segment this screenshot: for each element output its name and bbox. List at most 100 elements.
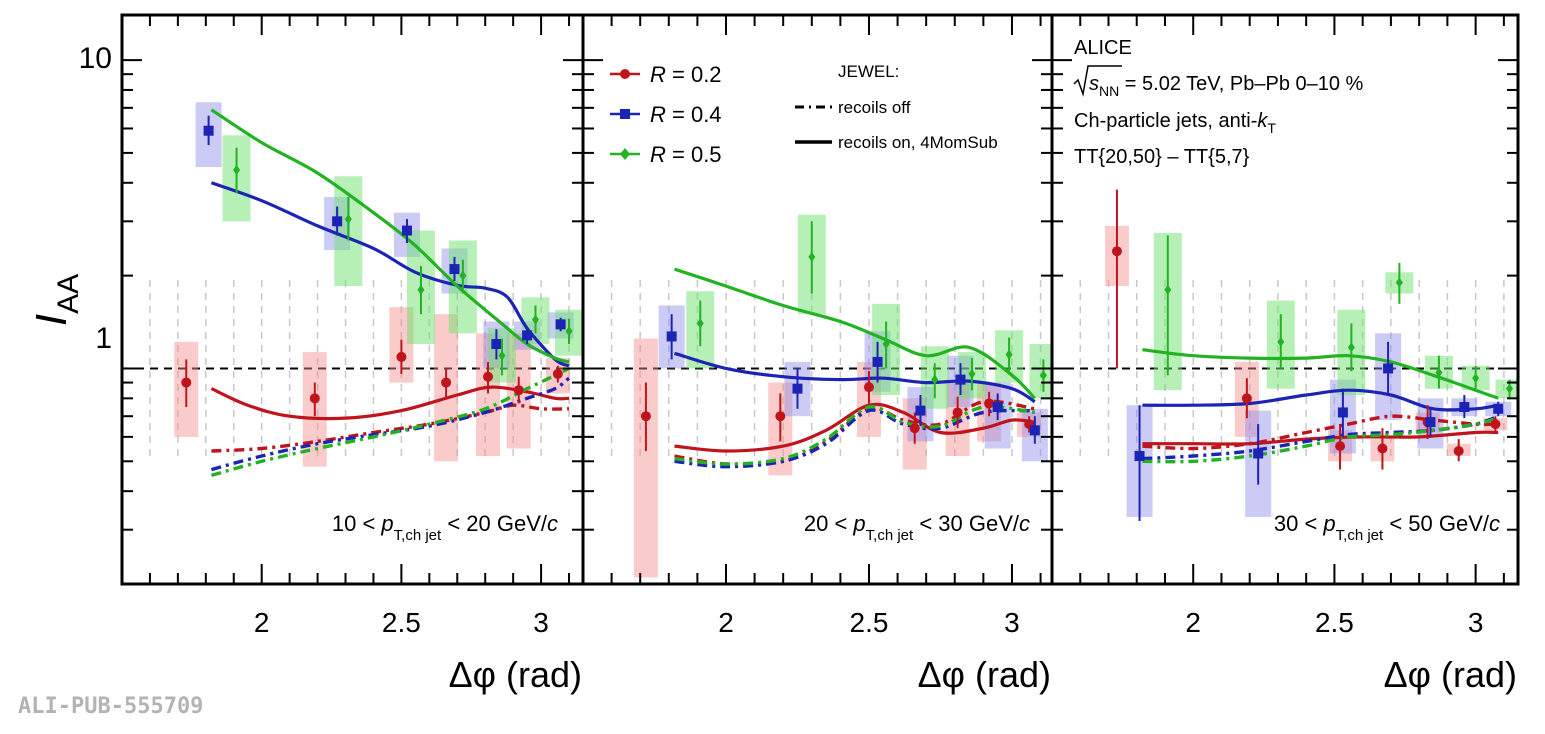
data-point-r04 [872, 356, 883, 367]
data-point-r05 [498, 350, 506, 361]
data-point-r04 [203, 125, 214, 136]
jewel-curves [674, 267, 1036, 469]
data-point-r05 [1347, 342, 1355, 353]
data-point-r04 [955, 374, 966, 385]
data-point-r02 [1453, 445, 1464, 456]
legend: R = 0.2 R = 0.4 R = 0.5 JEWEL: recoils o… [610, 62, 998, 167]
panel-grid-lines [1079, 275, 1505, 457]
data-point-r05 [696, 318, 704, 329]
y-axis-label-main: I [27, 314, 76, 326]
data-point-r05 [1472, 373, 1480, 384]
x-tick-label: 2 [718, 607, 734, 638]
alice-energy: sNN = 5.02 TeV, Pb–Pb 0–10 % [1089, 73, 1364, 99]
alice-tt: TT{20,50} – TT{5,7} [1074, 146, 1250, 168]
data-point-r04 [401, 225, 412, 236]
data-point-r02 [1241, 393, 1252, 404]
jewel-curve-r02-recoils-on [210, 385, 570, 421]
legend-recoils-on: recoils on, 4MomSub [838, 133, 998, 152]
alice-jets: Ch-particle jets, anti-kT [1074, 110, 1276, 136]
data-point-r05 [1506, 383, 1514, 394]
data-point-r04 [1134, 451, 1145, 462]
jewel-curve-r02-recoils-off [674, 399, 1036, 467]
data-point-r05 [417, 284, 425, 295]
panel-label: 10 < pT,ch jet < 20 GeV/c [332, 511, 558, 544]
data-point-r04 [555, 319, 566, 330]
jewel-curve-r05-recoils-on [674, 267, 1036, 400]
jewel-curve-r04-recoils-off [674, 408, 1035, 469]
legend-marker-diamond [620, 148, 630, 160]
data-point-r05 [565, 326, 573, 337]
alice-title: ALICE [1074, 37, 1132, 59]
data-point-r04 [666, 331, 677, 342]
y-tick-label-1: 1 [95, 322, 112, 355]
data-point-r02 [441, 377, 452, 388]
x-tick-label: 3 [1004, 607, 1020, 638]
jewel-curves [210, 108, 571, 478]
data-point-r05 [532, 314, 540, 325]
legend-label-r02: R = 0.2 [650, 62, 722, 87]
data-point-r04 [1029, 425, 1040, 436]
data-point-r02 [483, 371, 494, 382]
legend-entry-r02: R = 0.2 [610, 62, 722, 87]
data-point-r04 [1337, 407, 1348, 418]
panel-label: 20 < pT,ch jet < 30 GeV/c [804, 511, 1030, 544]
data-point-r02 [513, 385, 524, 396]
x-tick-labels: 2 2.5 3 [254, 607, 549, 638]
x-axis-label: Δφ (rad) [449, 654, 582, 695]
legend-label-r05: R = 0.5 [650, 142, 722, 167]
legend-entry-r04: R = 0.4 [610, 102, 722, 127]
data-point-r05 [808, 251, 816, 262]
data-points [1111, 189, 1514, 522]
x-tick-label: 2.5 [1315, 607, 1354, 638]
data-point-r02 [952, 407, 963, 418]
jewel-curve-r05-recoils-on [1142, 348, 1499, 400]
data-point-r05 [968, 368, 976, 379]
data-point-r02 [552, 368, 563, 379]
jewel-curve-r05-recoils-off [210, 366, 570, 478]
data-point-r04 [1459, 401, 1470, 412]
data-point-r02 [181, 377, 192, 388]
data-point-r05 [1435, 367, 1443, 378]
data-point-r05 [1005, 349, 1013, 360]
data-point-r02 [775, 411, 786, 422]
data-point-r05 [233, 165, 241, 176]
data-point-r02 [863, 382, 874, 393]
x-tick-label: 3 [1468, 607, 1484, 638]
jewel-curve-r05-recoils-on [210, 108, 570, 364]
data-point-r05 [882, 339, 890, 350]
data-point-r02 [1111, 246, 1122, 257]
jewel-curve-r05-recoils-off [674, 404, 1036, 466]
jewel-curve-r04-recoils-on [674, 351, 1036, 404]
panel-mid-pt: 2 2.5 3 20 < pT,ch jet < 30 GeV/c Δφ (rad) [581, 13, 1054, 695]
legend-recoils-off: recoils off [838, 98, 911, 117]
jewel-curve-r02-recoils-on [674, 402, 1035, 453]
data-point-r04 [449, 264, 460, 275]
data-point-r05 [1395, 277, 1403, 288]
data-point-r02 [396, 351, 407, 362]
jewel-curve-r02-recoils-on [1142, 430, 1499, 446]
panel-grid-lines [149, 275, 570, 457]
data-point-r05 [931, 374, 939, 385]
data-point-r04 [1425, 417, 1436, 428]
x-tick-labels: 2 2.5 3 [718, 607, 1020, 638]
data-point-r02 [909, 423, 920, 434]
legend-jewel-title: JEWEL: [838, 62, 899, 81]
y-axis-label-sub: AA [52, 274, 85, 314]
data-point-r04 [522, 330, 533, 341]
data-point-r04 [1253, 448, 1264, 459]
data-point-r05 [1277, 336, 1285, 347]
jewel-curve-r05-recoils-off [1142, 416, 1499, 464]
data-point-r02 [1490, 419, 1501, 430]
syst-box-r05 [1029, 344, 1052, 399]
data-points [181, 115, 573, 417]
x-tick-label: 2 [254, 607, 270, 638]
x-tick-labels: 2 2.5 3 [1185, 607, 1483, 638]
panel-label: 30 < pT,ch jet < 50 GeV/c [1274, 511, 1500, 544]
data-point-r02 [640, 411, 651, 422]
axis-ticks [122, 15, 583, 584]
legend-entry-r05: R = 0.5 [610, 142, 722, 167]
data-points [640, 221, 1047, 451]
data-point-r05 [344, 214, 352, 225]
data-point-r04 [332, 216, 343, 227]
